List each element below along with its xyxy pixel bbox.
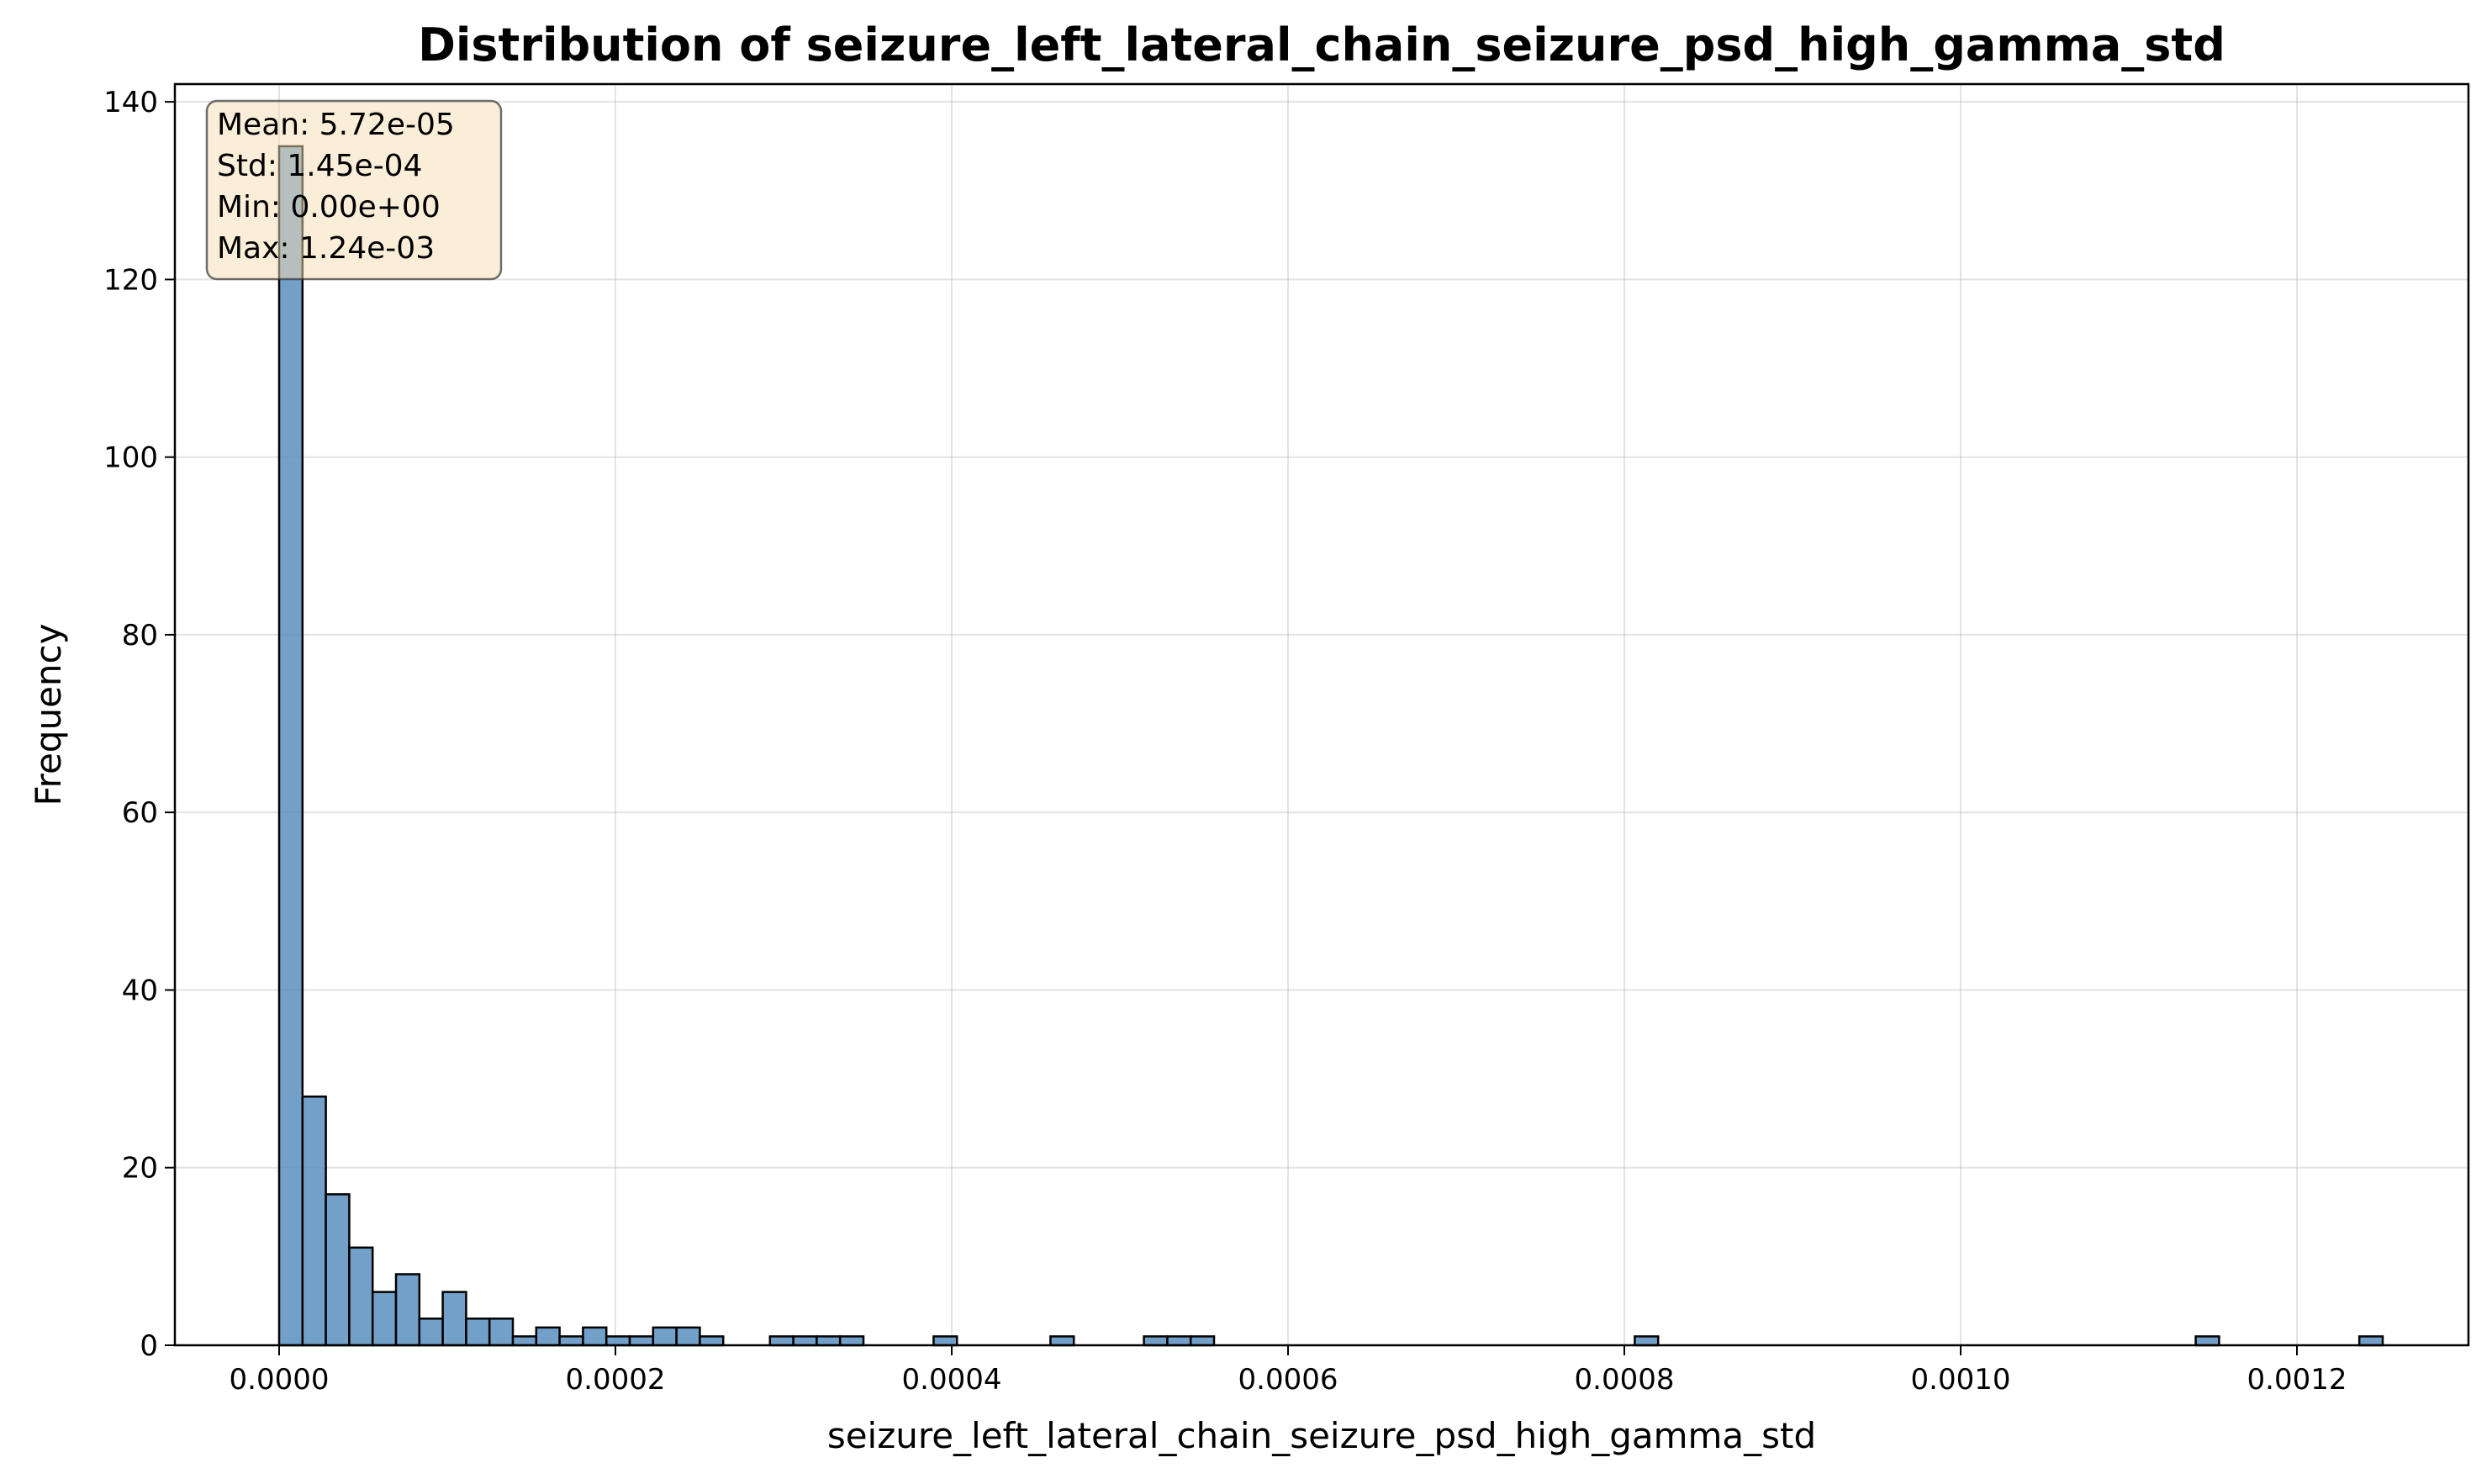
histogram-bar — [768, 1335, 795, 1347]
x-tick-label: 0.0000 — [230, 1363, 330, 1397]
x-axis-label: seizure_left_lateral_chain_seizure_psd_h… — [827, 1415, 1816, 1456]
histogram-bar — [2357, 1335, 2384, 1347]
histogram-bar — [675, 1326, 701, 1347]
y-tick-label: 100 — [103, 441, 158, 475]
grid-lines — [175, 84, 2468, 1346]
histogram-bar — [394, 1273, 421, 1347]
y-tick-label: 140 — [103, 86, 158, 119]
stats-min: Min: 0.00e+00 — [217, 190, 441, 224]
stats-box-background — [205, 99, 503, 281]
x-axis-ticks: 0.0000 0.0002 0.0004 0.0006 0.0008 0.0010 0.00… — [230, 1345, 2347, 1397]
histogram-bar — [2194, 1335, 2220, 1347]
histogram-bar — [838, 1335, 865, 1347]
histogram-bar — [371, 1291, 398, 1347]
y-tick-label: 40 — [122, 974, 158, 1007]
stats-box: Mean: 5.72e-05 Std: 1.45e-04 Min: 0.00e+… — [205, 99, 503, 281]
y-axis-label: Frequency — [28, 624, 69, 806]
y-tick-label: 20 — [122, 1152, 158, 1186]
histogram-bar — [582, 1326, 608, 1347]
histogram-bar — [277, 145, 304, 1347]
x-tick-label: 0.0008 — [1575, 1363, 1675, 1397]
stats-mean: Mean: 5.72e-05 — [217, 108, 455, 142]
histogram-bar — [1143, 1335, 1169, 1347]
x-tick-label: 0.0010 — [1911, 1363, 2011, 1397]
x-tick-label: 0.0002 — [566, 1363, 666, 1397]
x-tick-label: 0.0006 — [1238, 1363, 1338, 1397]
histogram-bar — [605, 1335, 631, 1347]
histogram-bar — [816, 1335, 842, 1347]
x-tick-label: 0.0004 — [902, 1363, 1002, 1397]
histogram-bar — [652, 1326, 678, 1347]
histogram-bars — [277, 145, 2384, 1347]
stats-max: Max: 1.24e-03 — [217, 231, 435, 266]
histogram-bar — [792, 1335, 818, 1347]
histogram-bar — [628, 1335, 655, 1347]
histogram-bar — [325, 1193, 351, 1347]
histogram-bar — [465, 1318, 491, 1347]
y-tick-label: 0 — [140, 1329, 158, 1363]
y-axis-ticks: 0 20 40 60 80 100 120 140 — [103, 86, 175, 1363]
y-tick-label: 80 — [122, 619, 158, 652]
histogram-bar — [1634, 1335, 1660, 1347]
histogram-bar — [699, 1335, 725, 1347]
histogram-bar — [301, 1095, 327, 1347]
histogram-bar — [511, 1335, 538, 1347]
histogram-bar — [1189, 1335, 1216, 1347]
histogram-bar — [1049, 1335, 1075, 1347]
histogram-bar — [535, 1326, 561, 1347]
histogram-bar — [418, 1318, 444, 1347]
y-tick-label: 60 — [122, 796, 158, 830]
histogram-bar — [488, 1318, 515, 1347]
histogram-bar — [1166, 1335, 1192, 1347]
histogram-bar — [932, 1335, 958, 1347]
histogram-bar — [348, 1246, 374, 1347]
plot-frame — [173, 82, 2470, 1347]
histogram-bar — [441, 1291, 467, 1347]
histogram-bar — [558, 1335, 584, 1347]
chart-title: Distribution of seizure_left_lateral_cha… — [418, 18, 2225, 71]
y-tick-label: 120 — [103, 263, 158, 297]
stats-std: Std: 1.45e-04 — [217, 149, 423, 183]
x-tick-label: 0.0012 — [2247, 1363, 2347, 1397]
